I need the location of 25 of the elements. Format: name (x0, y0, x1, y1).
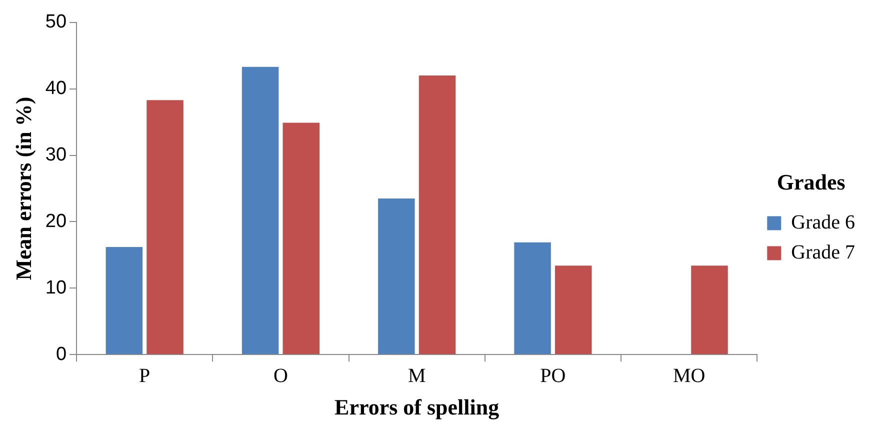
x-tick-label: PO (540, 364, 566, 387)
y-tick-label: 50 (45, 12, 67, 33)
x-tick-label: M (408, 364, 426, 387)
bar (418, 76, 456, 354)
y-tick-label: 20 (45, 210, 67, 232)
x-tick-label: MO (672, 364, 706, 387)
bar (106, 246, 143, 354)
x-axis-title: Errors of spelling (334, 394, 500, 420)
legend-label: Grade 7 (791, 241, 855, 264)
bar (282, 122, 320, 354)
legend-label: Grade 6 (791, 211, 855, 234)
bar (242, 66, 279, 354)
bar (146, 100, 184, 354)
y-tick-label: 0 (56, 344, 67, 365)
y-tick-label: 10 (45, 277, 67, 298)
x-tick-label: P (139, 364, 150, 387)
bar (514, 242, 551, 354)
y-tick-label: 30 (45, 144, 67, 166)
bar (555, 266, 592, 354)
bar (691, 266, 728, 354)
y-tick-label: 40 (45, 78, 67, 100)
y-axis-title: Mean errors (in %) (10, 96, 36, 280)
legend-title: Grades (776, 169, 846, 194)
x-tick-label: O (273, 364, 288, 387)
bar (378, 198, 415, 354)
